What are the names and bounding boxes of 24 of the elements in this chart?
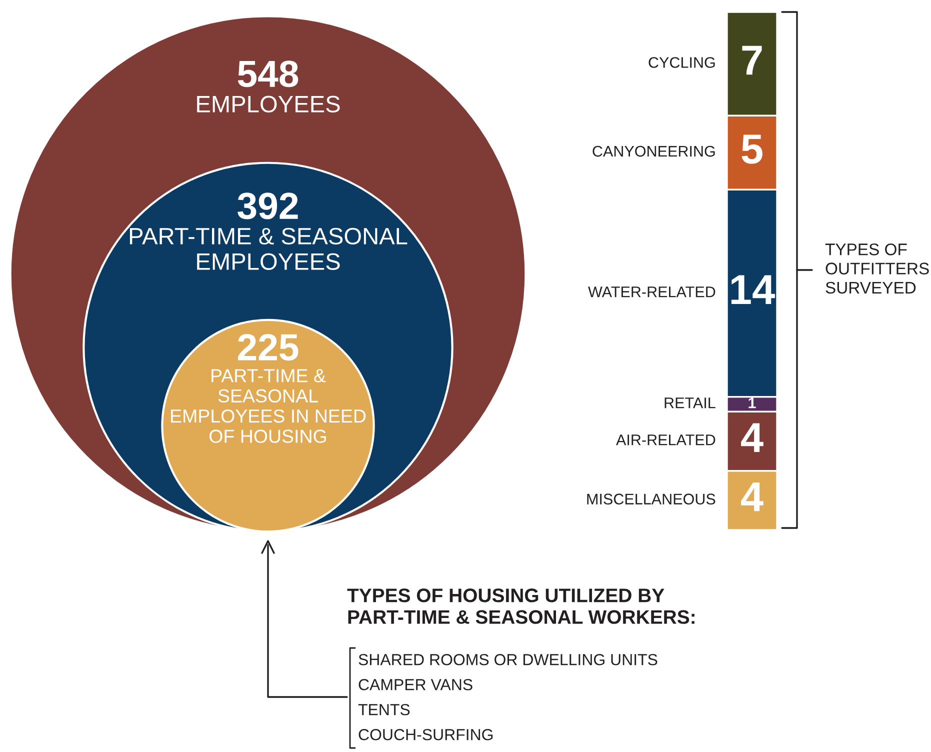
text: CAMPER VANS	[358, 678, 472, 690]
text: TYPES OF OUTFITTERS SURVEYED	[825, 244, 929, 294]
data-label: 4	[741, 482, 764, 512]
series-label: CANYONEERING	[592, 146, 715, 157]
data-label: 4	[741, 423, 764, 452]
text: TYPES OF HOUSING UTILIZED BY PART-TIME & SEASONAL WORKERS:	[347, 588, 694, 624]
series-label: RETAIL	[664, 398, 716, 408]
text: COUCH-SURFING	[358, 728, 493, 740]
data-label: 5	[742, 134, 762, 164]
data-label: 1	[748, 398, 756, 408]
data-label: 548	[238, 60, 298, 88]
series-label: AIR-RELATED	[616, 434, 716, 446]
data-label: 14	[731, 275, 775, 304]
series-label: MISCELLANEOUS	[587, 494, 716, 504]
category-label: PART-TIME & SEASONAL EMPLOYEES	[130, 228, 408, 270]
data-label: 392	[238, 192, 298, 220]
series-label: CYCLING	[648, 57, 715, 68]
data-label: 225	[238, 334, 298, 361]
category-label: PART-TIME & SEASONAL EMPLOYEES IN NEED OF HOUSING	[171, 369, 366, 443]
series-label: WATER-RELATED	[588, 286, 716, 298]
text: SHARED ROOMS OR DWELLING UNITS	[358, 654, 658, 666]
data-label: 7	[742, 46, 762, 75]
category-label: EMPLOYEES	[197, 96, 340, 112]
text: TENTS	[358, 704, 410, 716]
